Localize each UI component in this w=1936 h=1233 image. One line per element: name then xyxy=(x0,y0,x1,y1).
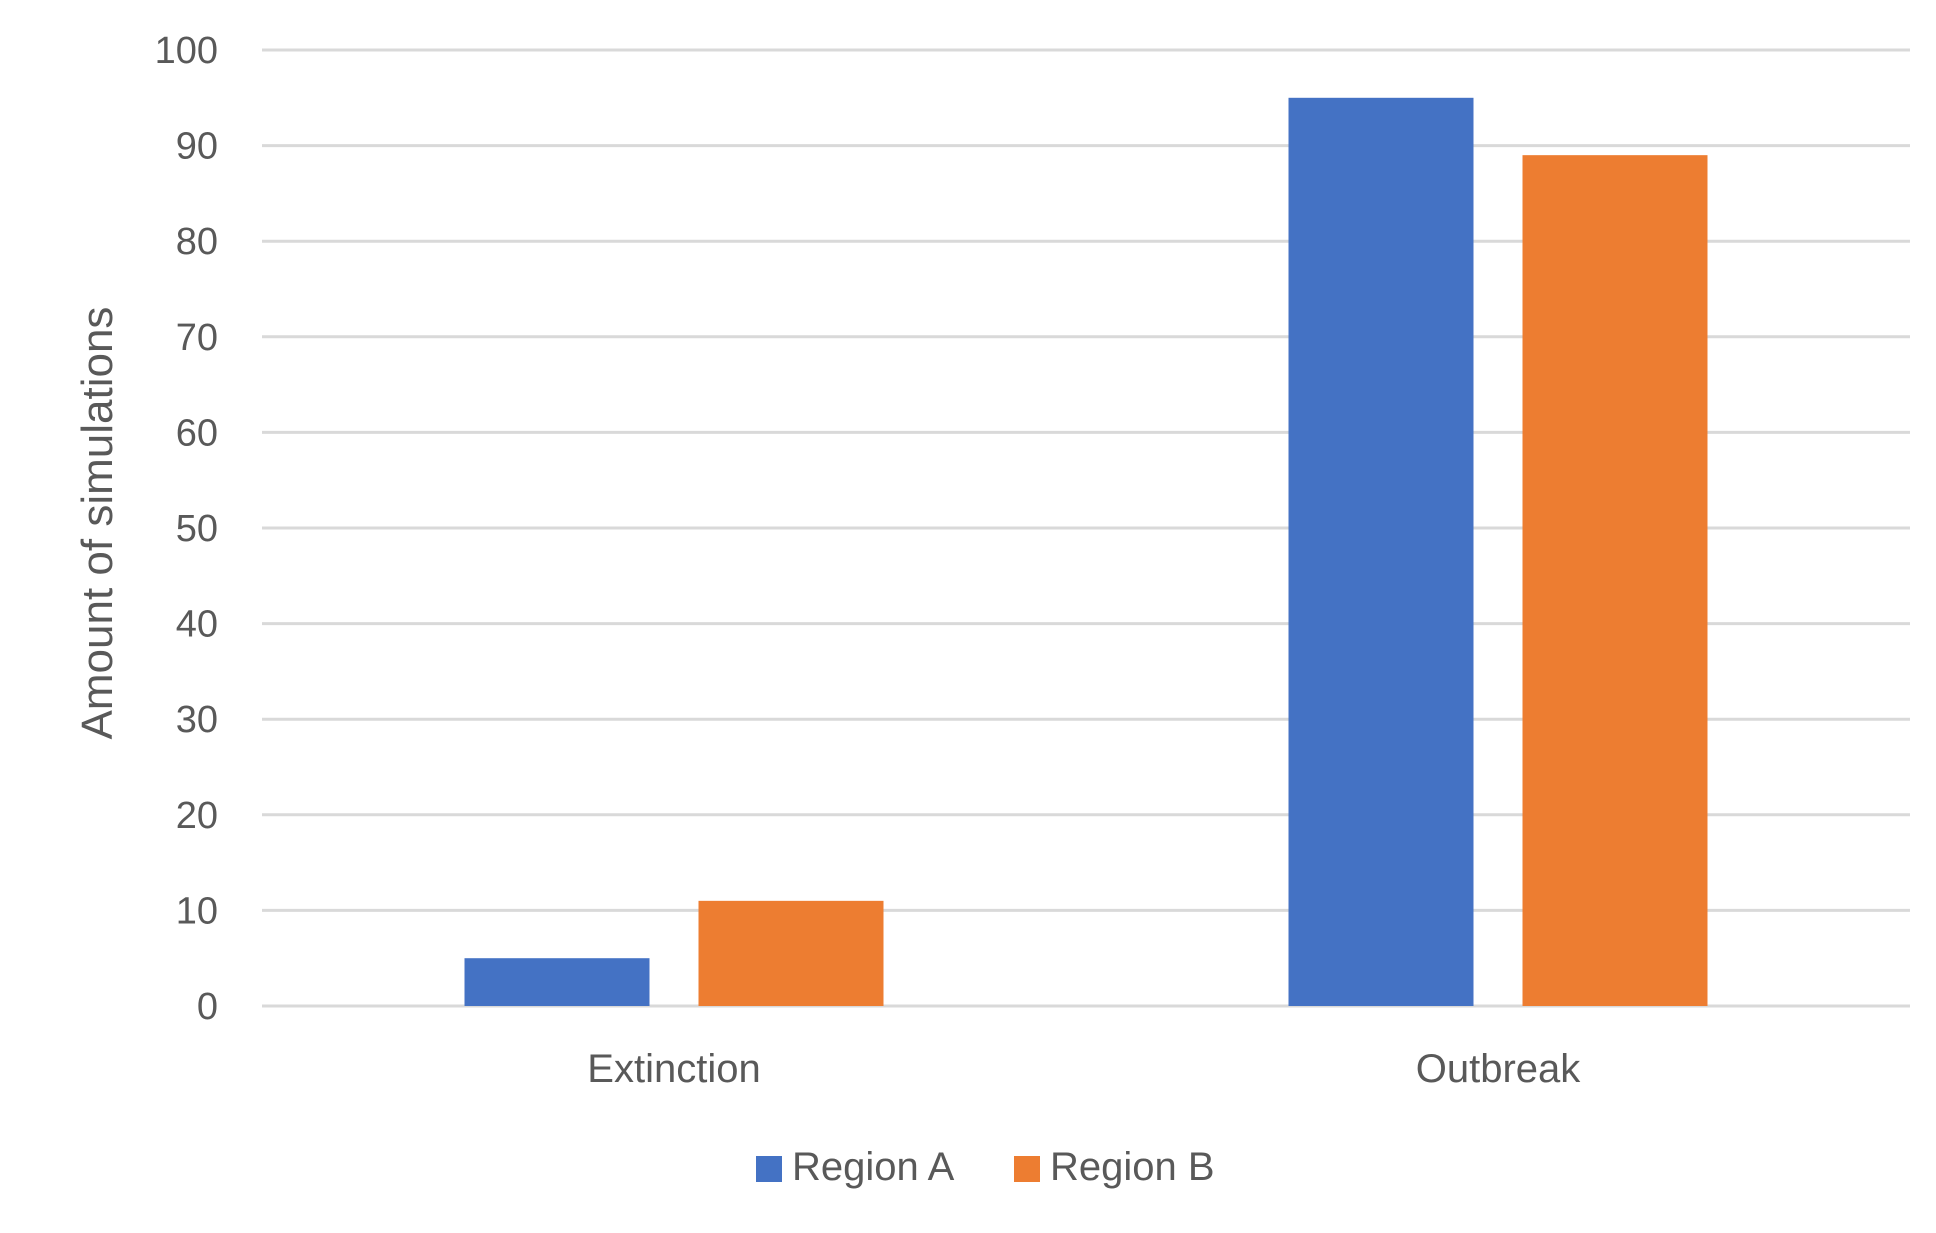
y-tick-label: 100 xyxy=(155,30,218,72)
y-tick-label: 60 xyxy=(176,412,218,454)
legend-swatch xyxy=(1014,1156,1040,1182)
y-tick-label: 20 xyxy=(176,795,218,837)
bar-region-b-extinction xyxy=(698,900,884,1006)
bar-region-a-outbreak xyxy=(1288,97,1474,1007)
legend-label: Region B xyxy=(1050,1145,1215,1189)
x-category-label: Outbreak xyxy=(1416,1047,1582,1091)
legend-label: Region A xyxy=(792,1145,955,1189)
y-tick-label: 70 xyxy=(176,317,218,359)
y-tick-label: 0 xyxy=(197,986,218,1028)
legend: Region A Region B xyxy=(756,1145,1215,1189)
y-tick-label: 10 xyxy=(176,890,218,932)
bar-region-b-outbreak xyxy=(1522,155,1708,1006)
y-axis-tick-labels: 0 10 20 30 40 50 60 70 80 90 100 xyxy=(155,30,218,1028)
x-category-label: Extinction xyxy=(587,1047,760,1091)
bar-region-a-extinction xyxy=(464,958,650,1006)
y-axis-title: Amount of simulations xyxy=(73,307,122,740)
y-tick-label: 80 xyxy=(176,221,218,263)
bars xyxy=(464,97,1708,1007)
y-tick-label: 30 xyxy=(176,699,218,741)
x-axis-category-labels: Extinction Outbreak xyxy=(587,1047,1581,1091)
y-tick-label: 50 xyxy=(176,508,218,550)
y-tick-label: 40 xyxy=(176,604,218,646)
y-tick-label: 90 xyxy=(176,126,218,168)
gridlines xyxy=(262,48,1910,1008)
legend-swatch xyxy=(756,1156,782,1182)
